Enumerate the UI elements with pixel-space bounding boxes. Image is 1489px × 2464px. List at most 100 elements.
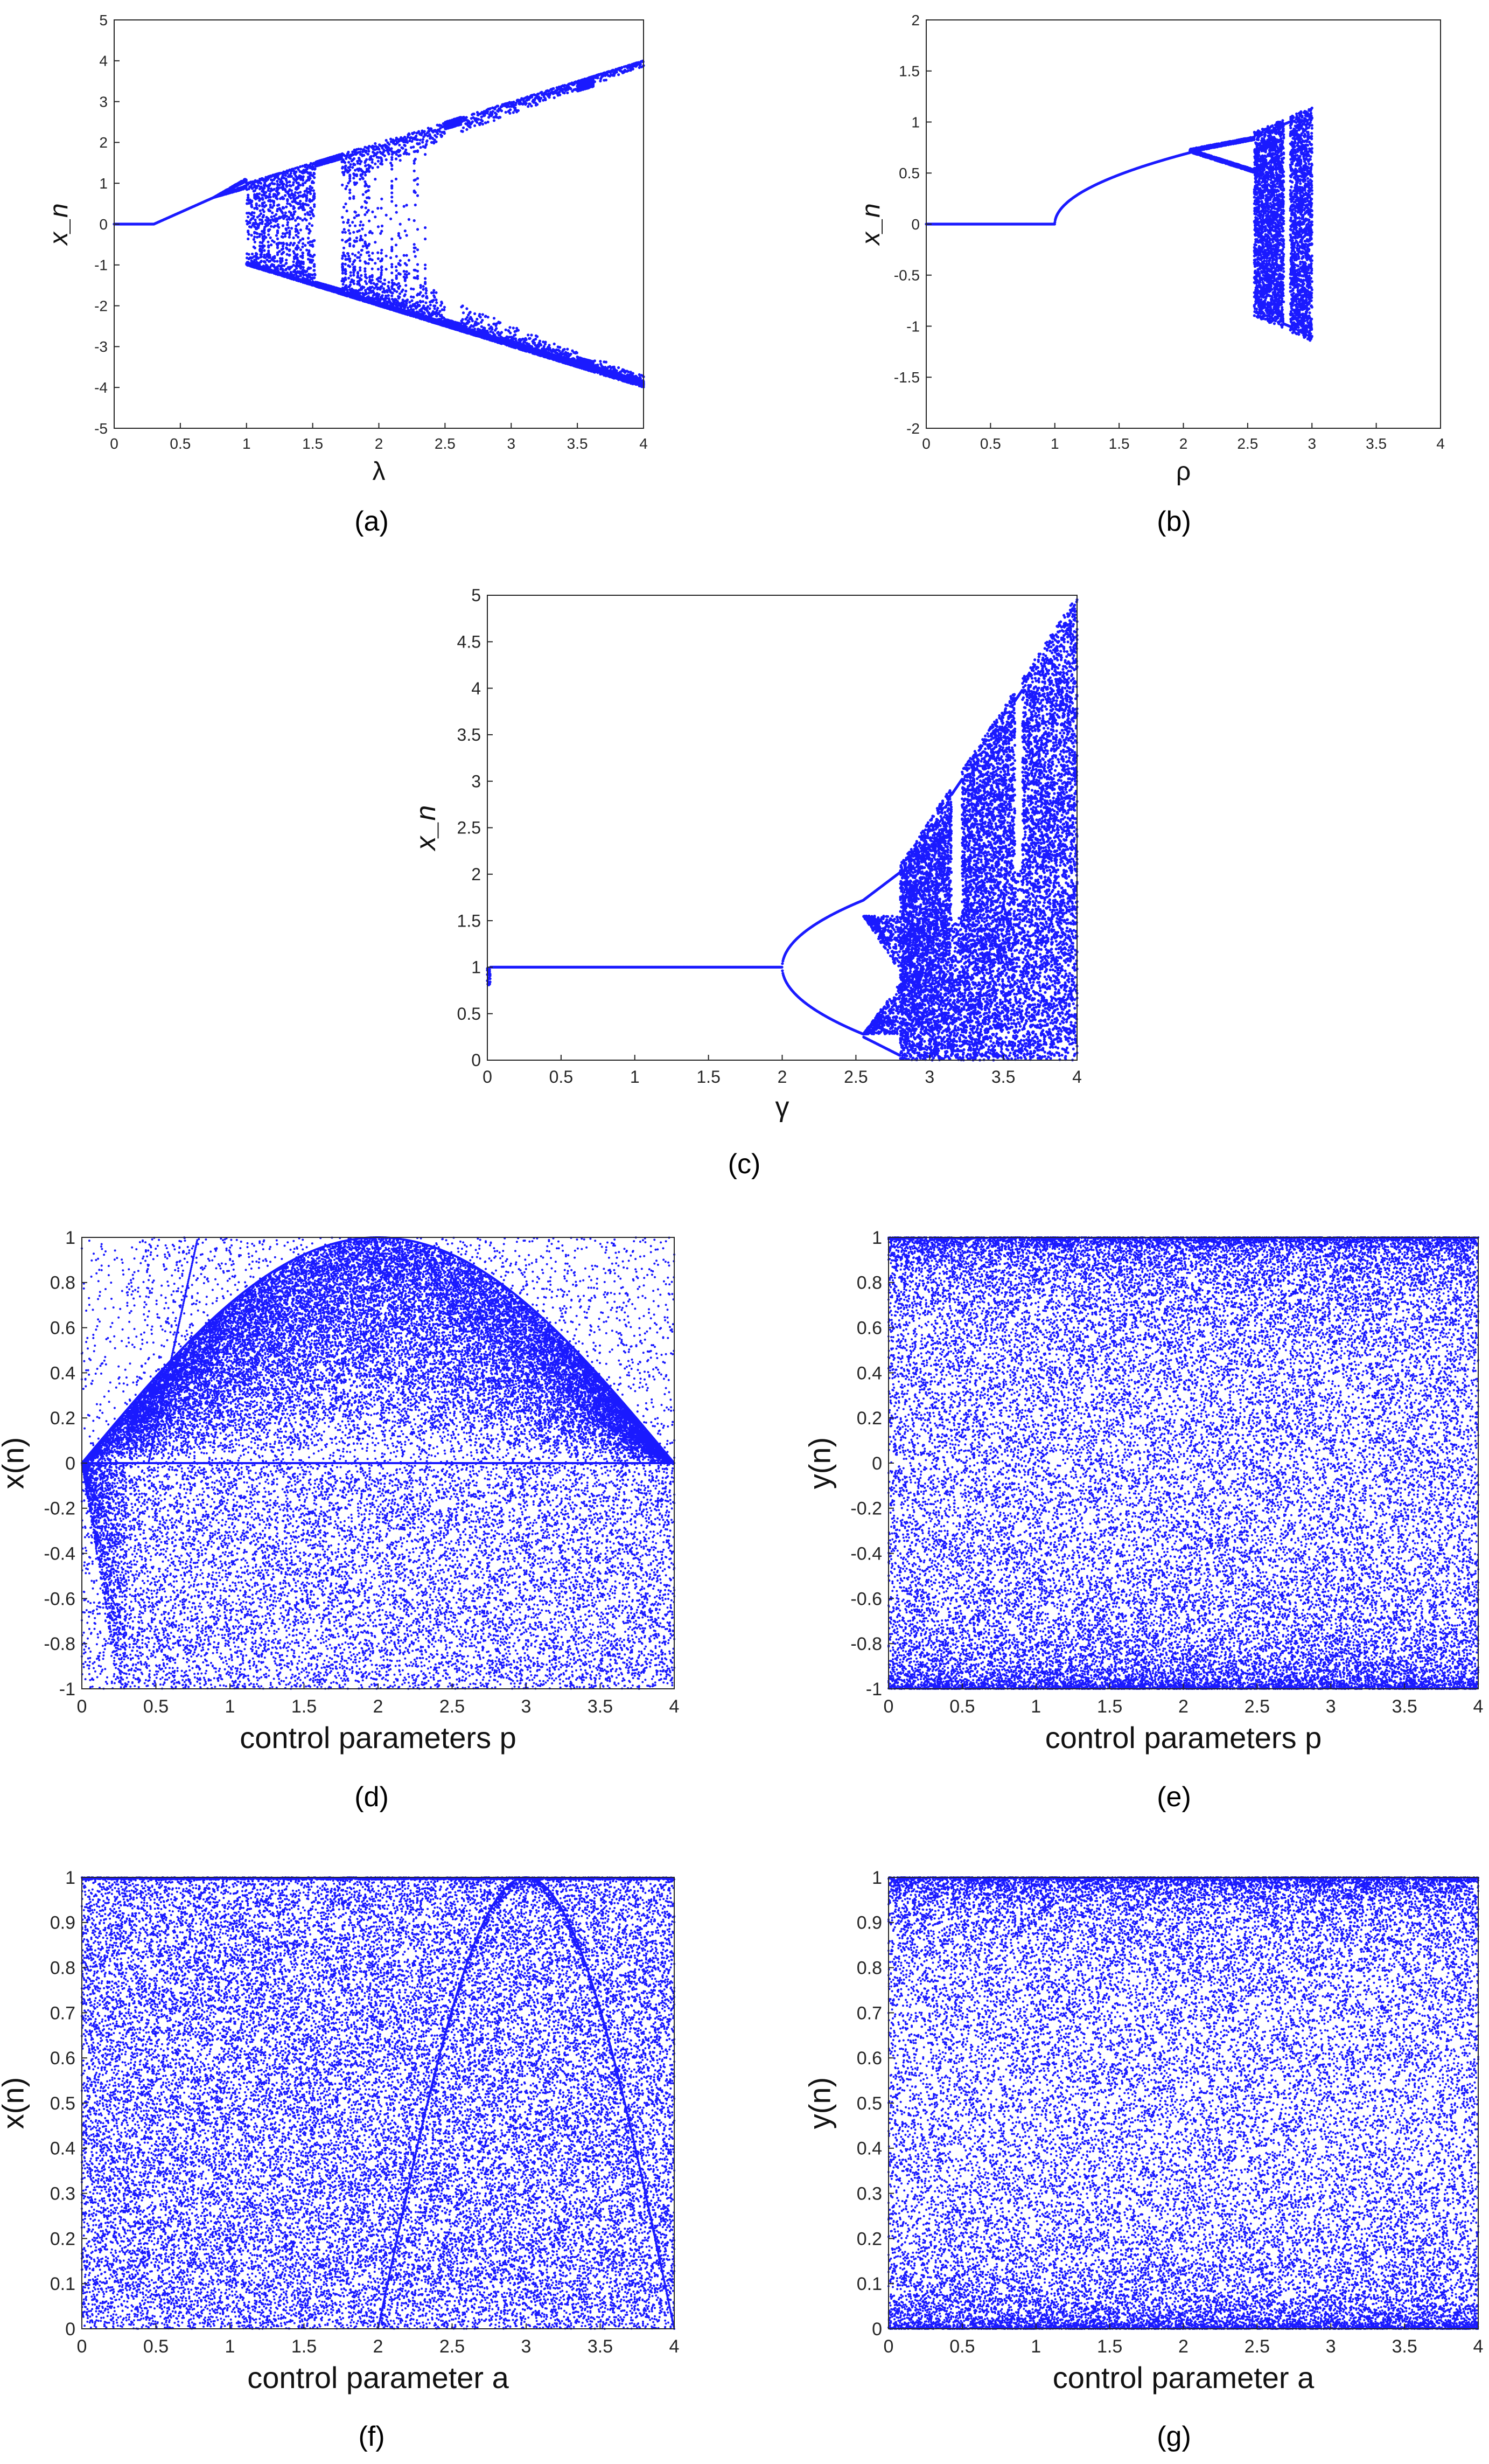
data-points bbox=[81, 1236, 675, 1690]
x-tick-label: 2 bbox=[778, 1067, 787, 1087]
y-axis-label: y(n) bbox=[803, 2077, 837, 2129]
y-tick-label: 0.8 bbox=[857, 1273, 882, 1293]
y-tick-label: 0.4 bbox=[857, 1363, 882, 1383]
y-tick-label: -2 bbox=[906, 420, 920, 437]
y-tick-label: 0.1 bbox=[857, 2274, 882, 2294]
scatter-points bbox=[81, 1876, 675, 2330]
x-tick-label: 1 bbox=[242, 435, 251, 452]
x-tick-label: 2.5 bbox=[435, 435, 456, 452]
x-tick-label: 4 bbox=[1473, 2336, 1484, 2357]
y-tick-label: 0.8 bbox=[857, 1958, 882, 1979]
panel-d: 0 0.5 1 1.5 2 2.5 3 3.5 4 -1 -0.8 -0.6 -0.4 -0.2 0 0.2 0… bbox=[0, 1228, 679, 1755]
y-tick-label: 0 bbox=[872, 1453, 882, 1474]
x-tick-label: 0 bbox=[77, 2336, 87, 2357]
y-tick-label: 3.5 bbox=[457, 725, 481, 744]
x-tick-label: 0 bbox=[483, 1067, 492, 1087]
x-tick-label: 3 bbox=[507, 435, 515, 452]
y-tick-label: 3 bbox=[471, 771, 481, 791]
y-tick-label: 1 bbox=[99, 175, 108, 192]
panel-f: 0 0.5 1 1.5 2 2.5 3 3.5 4 0 0.1 0.2 0.3 0.4 0.5 0.6 0.7 0… bbox=[0, 1868, 679, 2395]
x-tick-label: 0.5 bbox=[143, 2336, 169, 2357]
x-tick-label: 0 bbox=[884, 2336, 894, 2357]
x-tick-label: 1.5 bbox=[291, 2336, 317, 2357]
y-tick-label: -0.6 bbox=[44, 1589, 75, 1609]
y-tick-label: 0.8 bbox=[50, 1273, 75, 1293]
x-tick-label: 2.5 bbox=[1245, 1696, 1270, 1717]
x-tick-label: 2 bbox=[1178, 1696, 1189, 1717]
x-tick-label: 4 bbox=[669, 1696, 680, 1717]
y-axis-label: x_n bbox=[410, 805, 442, 852]
y-tick-label: 0 bbox=[911, 216, 920, 233]
y-tick-label: 0.6 bbox=[50, 2048, 75, 2069]
y-tick-label: -1 bbox=[906, 318, 920, 335]
y-tick-label: 1 bbox=[872, 1868, 882, 1888]
panel-c: 0 0.5 1 1.5 2 2.5 3 3.5 4 0 0.5 1 1.5 2 2.5 3 3.5 4 4.5 5 γ x… bbox=[410, 586, 1082, 1123]
x-axis-label: γ bbox=[775, 1091, 789, 1123]
y-tick-label: -0.2 bbox=[44, 1499, 75, 1519]
x-tick-label: 3 bbox=[1326, 1696, 1336, 1717]
y-tick-label: 1 bbox=[471, 958, 481, 977]
y-tick-label: -0.2 bbox=[850, 1499, 882, 1519]
x-tick-label: 0 bbox=[110, 435, 118, 452]
data-points bbox=[887, 1876, 1479, 2330]
y-tick-label: 0.8 bbox=[50, 1958, 75, 1979]
y-axis-label: x_n bbox=[45, 203, 73, 246]
x-tick-label: 4 bbox=[669, 2336, 680, 2357]
x-tick-label: 0.5 bbox=[143, 1696, 169, 1717]
x-tick-label: 4 bbox=[639, 435, 648, 452]
y-tick-label: 2 bbox=[471, 865, 481, 884]
x-tick-label: 4 bbox=[1072, 1067, 1082, 1087]
scatter-points bbox=[887, 1876, 1479, 2330]
data-points bbox=[887, 1236, 1479, 1690]
y-tick-label: 2 bbox=[911, 12, 920, 29]
x-tick-label: 3.5 bbox=[588, 1696, 613, 1717]
x-tick-label: 0.5 bbox=[549, 1067, 573, 1087]
scatter-points bbox=[486, 598, 1079, 1062]
x-tick-label: 2.5 bbox=[844, 1067, 868, 1087]
x-tick-label: 3 bbox=[1308, 435, 1316, 452]
y-tick-label: 0.7 bbox=[50, 2003, 75, 2023]
x-tick-label: 1 bbox=[1051, 435, 1059, 452]
y-tick-label: 0.5 bbox=[899, 165, 920, 182]
y-tick-label: 0.3 bbox=[50, 2184, 75, 2204]
data-points bbox=[113, 59, 645, 389]
y-tick-label: 0.4 bbox=[857, 2139, 882, 2159]
x-tick-label: 2.5 bbox=[1245, 2336, 1270, 2357]
x-tick-label: 0.5 bbox=[170, 435, 191, 452]
x-axis-label: control parameters p bbox=[1045, 1721, 1322, 1755]
y-tick-label: 0.2 bbox=[50, 2229, 75, 2249]
y-tick-label: -0.4 bbox=[850, 1544, 882, 1564]
y-tick-label: 0.7 bbox=[857, 2003, 882, 2023]
x-tick-label: 1.5 bbox=[291, 1696, 317, 1717]
y-tick-label: 0.1 bbox=[50, 2274, 75, 2294]
y-tick-label: 0 bbox=[872, 2319, 882, 2340]
x-tick-label: 2 bbox=[373, 1696, 383, 1717]
x-tick-label: 1 bbox=[1031, 2336, 1041, 2357]
y-tick-label: 3 bbox=[99, 93, 108, 110]
x-tick-label: 1 bbox=[225, 2336, 235, 2357]
y-tick-label: 4 bbox=[471, 679, 481, 698]
y-tick-label: 0.5 bbox=[50, 2093, 75, 2114]
y-tick-label: 1 bbox=[911, 114, 920, 130]
panel-label-e: (e) bbox=[1157, 1781, 1191, 1813]
x-tick-label: 1 bbox=[1031, 1696, 1041, 1717]
x-tick-label: 2.5 bbox=[1237, 435, 1258, 452]
x-tick-label: 1.5 bbox=[696, 1067, 720, 1087]
panel-b: 0 0.5 1 1.5 2 2.5 3 3.5 4 -2 -1.5 -1 -0.5 0 0.5 1 1.5 2 ρ x… bbox=[857, 12, 1445, 486]
x-tick-label: 1 bbox=[630, 1067, 640, 1087]
y-tick-label: 0.6 bbox=[857, 1318, 882, 1339]
y-tick-label: 0.9 bbox=[50, 1913, 75, 1933]
panel-label-g: (g) bbox=[1157, 2421, 1191, 2452]
y-axis-label: x(n) bbox=[0, 2077, 30, 2129]
x-tick-label: 1.5 bbox=[1109, 435, 1130, 452]
x-tick-label: 4 bbox=[1473, 1696, 1484, 1717]
x-tick-label: 3.5 bbox=[1366, 435, 1387, 452]
y-axis-label: y(n) bbox=[803, 1437, 837, 1489]
y-tick-label: 0.5 bbox=[857, 2093, 882, 2114]
y-tick-label: 5 bbox=[99, 12, 108, 29]
scatter-points bbox=[887, 1236, 1479, 1690]
x-tick-label: 2.5 bbox=[439, 1696, 465, 1717]
panel-label-c: (c) bbox=[728, 1149, 761, 1180]
y-tick-label: 0.5 bbox=[457, 1004, 481, 1024]
